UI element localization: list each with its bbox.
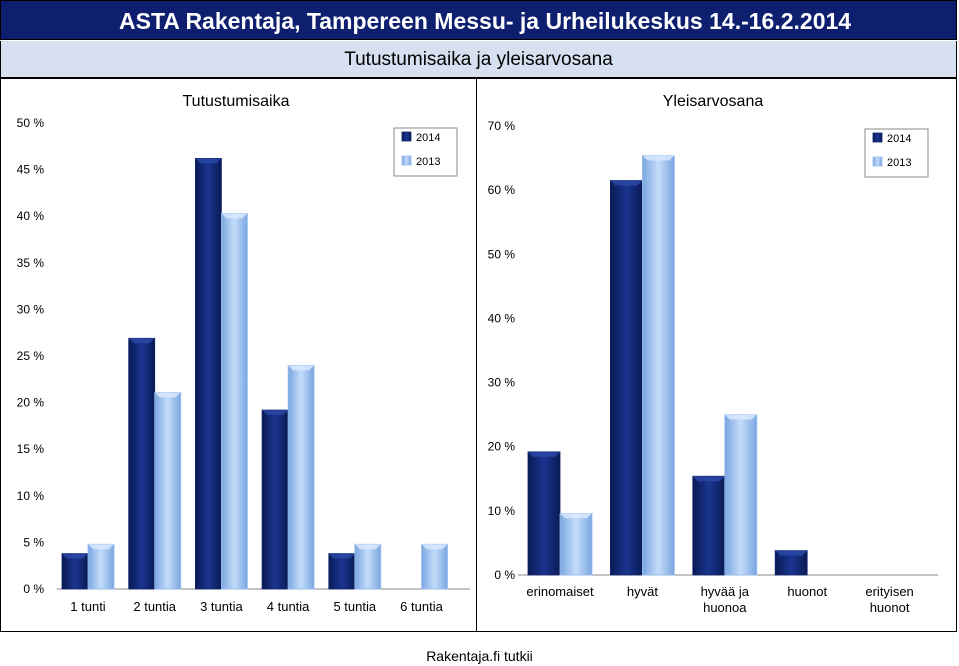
c0-bar-top-2014	[128, 338, 155, 344]
c1-x-tick-label: hyvät	[627, 584, 658, 599]
c0-bar-2013	[154, 391, 182, 590]
report-subheader: Tutustumisaika ja yleisarvosana	[0, 41, 957, 78]
c0-bar-2014	[261, 409, 289, 590]
c1-bar-top-2014	[775, 550, 808, 556]
c0-legend-label-2014: 2014	[416, 132, 440, 144]
c1-bar-2014	[527, 451, 561, 576]
c0-y-tick-label: 45 %	[17, 163, 45, 177]
c0-y-tick-label: 0 %	[23, 582, 44, 596]
c0-x-tick-label: 5 tuntia	[333, 599, 376, 614]
report-header: ASTA Rakentaja, Tampereen Messu- ja Urhe…	[0, 0, 957, 40]
footer-source: Rakentaja.fi tutkii	[426, 648, 533, 664]
c1-bar-2014	[692, 475, 726, 576]
c1-x-tick-label: erinomaiset	[526, 584, 594, 599]
c1-y-tick-label: 0 %	[494, 568, 515, 582]
c1-bar-2014	[610, 180, 643, 576]
c0-bar-top-2014	[62, 553, 88, 559]
c1-x-tick-label: huonot	[870, 600, 910, 615]
c1-chart-title: Yleisarvosana	[663, 93, 764, 110]
c1-legend-swatch-2013	[872, 156, 883, 167]
c1-bar-2013	[724, 414, 758, 576]
report-title: ASTA Rakentaja, Tampereen Messu- ja Urhe…	[119, 8, 852, 34]
c1-x-tick-label: huonot	[787, 584, 827, 599]
c0-x-tick-label: 2 tuntia	[133, 599, 176, 614]
c1-y-tick-label: 70 %	[488, 119, 516, 133]
c0-bar-2014	[328, 553, 356, 590]
c1-bar-2013	[559, 513, 593, 576]
c0-bar-top-2013	[221, 213, 248, 219]
c0-bar-top-2014	[262, 410, 289, 416]
c1-y-tick-label: 60 %	[488, 183, 516, 197]
c0-bar-top-2013	[288, 365, 315, 371]
c1-bar-top-2013	[724, 414, 757, 420]
c0-bar-2014	[128, 337, 156, 590]
c0-bar-top-2014	[328, 553, 355, 559]
c1-legend-swatch-2014	[872, 132, 883, 143]
c0-bar-2013	[421, 543, 448, 590]
c0-legend-label-2013: 2013	[416, 156, 440, 168]
c0-bar-2013	[220, 213, 248, 590]
c0-bar-top-2013	[421, 544, 448, 550]
c0-bar-2013	[354, 543, 382, 590]
c1-bar-top-2014	[610, 180, 643, 186]
c1-y-tick-label: 10 %	[488, 504, 516, 518]
charts-divider	[476, 78, 477, 632]
c0-y-tick-label: 35 %	[17, 256, 45, 270]
c0-y-tick-label: 25 %	[17, 349, 45, 363]
c0-legend-swatch-2013	[401, 155, 412, 166]
c1-bar-top-2014	[528, 451, 560, 457]
c1-x-tick-label: huonoa	[703, 600, 747, 615]
c0-bar-top-2013	[154, 392, 181, 398]
c0-bar-top-2014	[195, 158, 222, 164]
c1-y-tick-label: 40 %	[488, 311, 516, 325]
c1-bar-top-2014	[692, 476, 725, 482]
c1-bar-top-2013	[560, 513, 592, 519]
c0-x-tick-label: 1 tunti	[70, 599, 106, 614]
c0-legend-swatch-2014	[401, 131, 412, 142]
c0-bar-2014	[194, 158, 222, 590]
c0-bar-top-2013	[354, 544, 381, 550]
c0-y-tick-label: 20 %	[17, 396, 45, 410]
c1-x-tick-label: hyvää ja	[701, 584, 750, 599]
c1-legend-label-2014: 2014	[887, 133, 911, 145]
c1-legend-label-2013: 2013	[887, 157, 911, 169]
c1-bar-top-2013	[642, 155, 675, 161]
c0-y-tick-label: 15 %	[17, 442, 45, 456]
c0-x-tick-label: 4 tuntia	[267, 599, 310, 614]
c1-bar-2013	[642, 155, 675, 576]
c0-y-tick-label: 40 %	[17, 209, 45, 223]
c0-bar-2014	[61, 553, 89, 590]
c1-y-tick-label: 20 %	[488, 440, 516, 454]
c0-y-tick-label: 5 %	[23, 535, 44, 549]
c0-bar-2013	[87, 543, 115, 590]
c0-y-tick-label: 10 %	[17, 489, 45, 503]
c1-y-tick-label: 50 %	[488, 247, 516, 261]
c0-x-tick-label: 6 tuntia	[400, 599, 443, 614]
c0-bar-2013	[287, 364, 315, 590]
c1-x-tick-label: erityisen	[865, 584, 913, 599]
c1-y-tick-label: 30 %	[488, 376, 516, 390]
c0-chart-title: Tutustumisaika	[183, 93, 290, 110]
c0-bar-top-2013	[88, 544, 114, 550]
report-subtitle: Tutustumisaika ja yleisarvosana	[344, 49, 613, 70]
c0-y-tick-label: 30 %	[17, 302, 45, 316]
c0-y-tick-label: 50 %	[17, 116, 45, 130]
c0-x-tick-label: 3 tuntia	[200, 599, 243, 614]
